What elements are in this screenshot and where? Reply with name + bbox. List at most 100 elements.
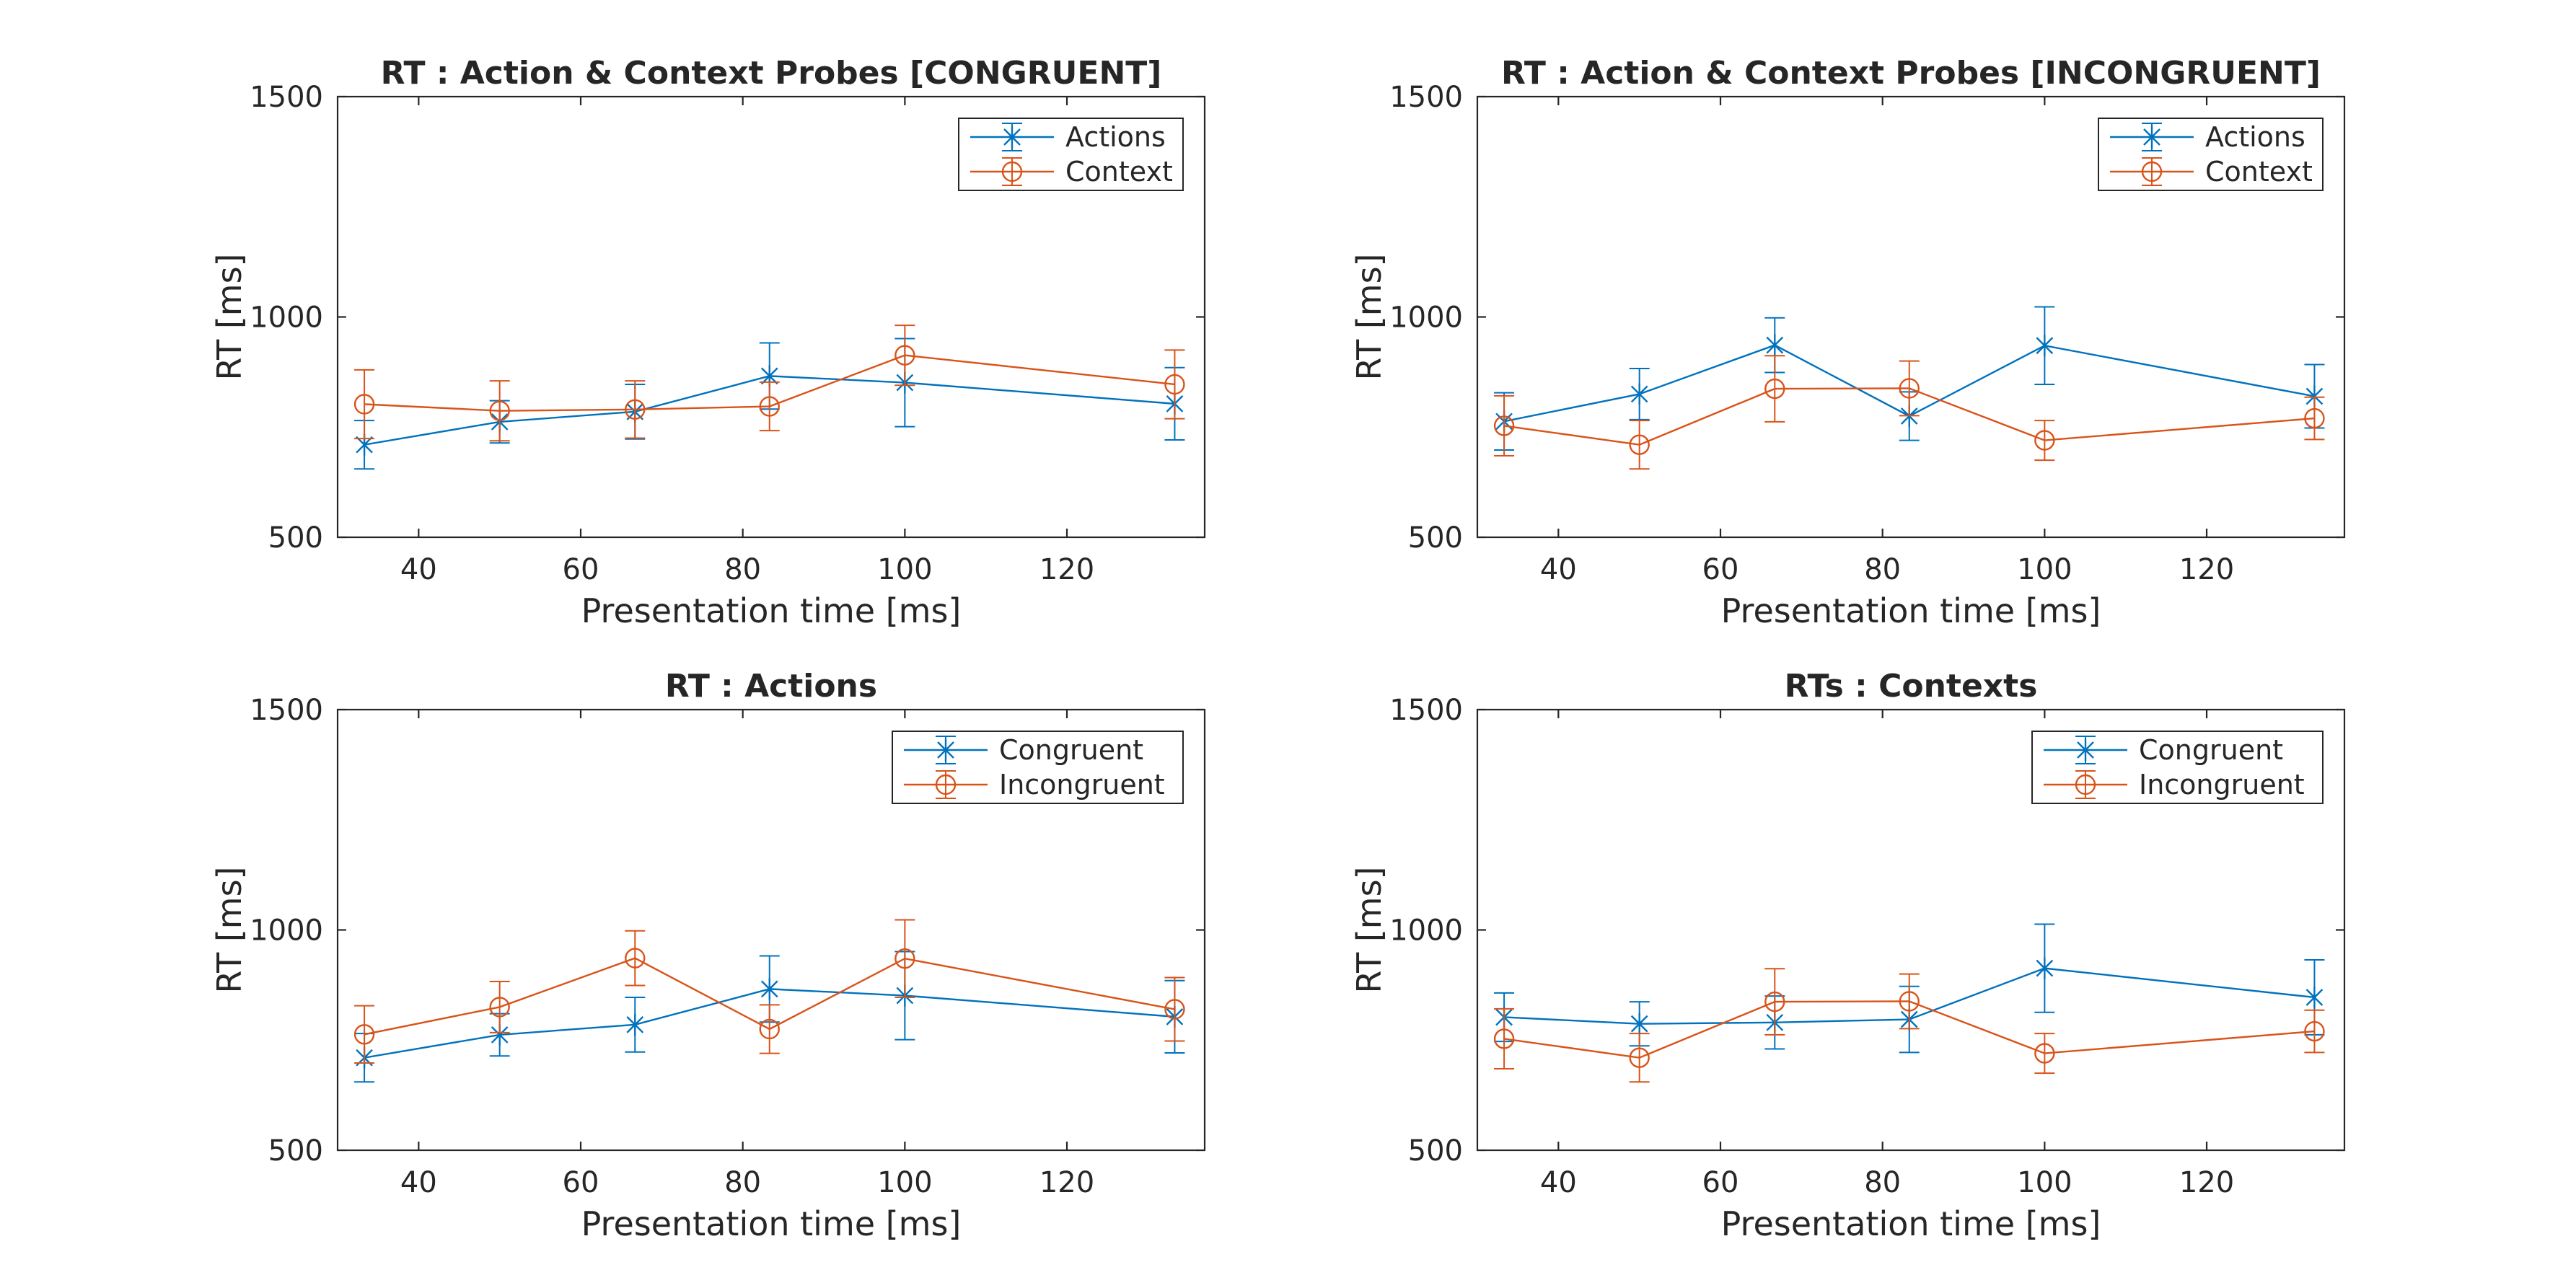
data-point bbox=[760, 978, 778, 1000]
x-tick-label: 60 bbox=[563, 1166, 599, 1199]
error-bar bbox=[2304, 396, 2325, 441]
series-actions bbox=[1494, 306, 2325, 451]
legend-marker bbox=[1003, 126, 1021, 148]
data-point bbox=[2305, 986, 2324, 1008]
legend-item: Actions bbox=[970, 121, 1166, 153]
y-tick-label: 1500 bbox=[250, 81, 323, 114]
data-point bbox=[353, 394, 375, 415]
data-point bbox=[894, 948, 915, 969]
x-axis-label: Presentation time [ms] bbox=[1721, 591, 2101, 630]
x-tick-label: 80 bbox=[724, 1166, 761, 1199]
series-line bbox=[364, 988, 1175, 1059]
x-tick-label: 60 bbox=[1702, 553, 1739, 586]
legend-item: Congruent bbox=[2044, 734, 2283, 766]
series-incongruent bbox=[1493, 968, 2325, 1083]
y-axis-label: RT [ms] bbox=[1350, 866, 1389, 993]
legend-marker bbox=[2075, 774, 2096, 795]
x-tick-label: 120 bbox=[1039, 553, 1094, 586]
series-context bbox=[353, 325, 1185, 442]
data-point bbox=[353, 1024, 375, 1045]
data-point bbox=[1766, 334, 1784, 356]
error-bar bbox=[1764, 355, 1785, 423]
x-tick-label: 80 bbox=[1864, 1166, 1901, 1199]
x-tick-label: 40 bbox=[400, 553, 437, 586]
chart-title: RT : Action & Context Probes [INCONGRUEN… bbox=[1501, 55, 2321, 92]
error-bar bbox=[1494, 1007, 1515, 1069]
legend-item: Actions bbox=[2110, 121, 2305, 153]
error-bar bbox=[759, 381, 780, 432]
series-context bbox=[1493, 355, 2325, 470]
x-tick-label: 100 bbox=[877, 553, 932, 586]
legend-box bbox=[892, 731, 1184, 804]
legend-label: Congruent bbox=[999, 734, 1143, 766]
series-line bbox=[1504, 967, 2315, 1025]
chart-title: RTs : Contexts bbox=[1785, 668, 2038, 705]
legend-item: Incongruent bbox=[904, 769, 1165, 800]
data-point bbox=[1899, 991, 1920, 1012]
x-tick-label: 60 bbox=[1702, 1166, 1739, 1199]
error-bar bbox=[1164, 349, 1185, 420]
legend-label: Context bbox=[2205, 156, 2313, 188]
data-point bbox=[2304, 407, 2325, 429]
legend-item: Context bbox=[970, 156, 1173, 188]
data-point bbox=[1629, 1047, 1650, 1068]
data-point bbox=[1493, 415, 1515, 436]
x-tick-label: 120 bbox=[2179, 1166, 2234, 1199]
legend-label: Actions bbox=[1065, 121, 1166, 153]
error-bar bbox=[625, 930, 646, 987]
y-axis-label: RT [ms] bbox=[1350, 253, 1389, 380]
data-point bbox=[1899, 378, 1920, 399]
legend-item: Congruent bbox=[904, 734, 1143, 766]
chart-panel-4: 40 60 80 100 120 500 1000 1500 RTs : Contexts Pre… bbox=[1350, 668, 2346, 1243]
error-bar bbox=[1764, 968, 1785, 1036]
y-tick-label: 500 bbox=[1408, 1134, 1463, 1168]
chart-panel-2: 40 60 80 100 120 500 1000 1500 RT : Action & Con… bbox=[1350, 55, 2346, 630]
data-point bbox=[1630, 383, 1648, 405]
x-tick-label: 60 bbox=[563, 553, 599, 586]
data-point bbox=[2034, 1043, 2055, 1064]
legend-marker bbox=[2143, 126, 2160, 148]
y-tick-label: 1500 bbox=[1389, 81, 1463, 114]
x-axis-label: Presentation time [ms] bbox=[581, 591, 962, 630]
x-tick-label: 120 bbox=[2179, 553, 2234, 586]
legend-box bbox=[2098, 118, 2324, 191]
y-tick-label: 500 bbox=[268, 521, 323, 555]
legend-marker bbox=[1001, 161, 1023, 182]
legend-label: Congruent bbox=[2139, 734, 2283, 766]
error-bar bbox=[1629, 1033, 1650, 1083]
x-tick-label: 100 bbox=[2017, 553, 2072, 586]
chart-title: RT : Actions bbox=[665, 668, 877, 705]
error-bar bbox=[759, 1004, 780, 1054]
legend-item: Incongruent bbox=[2044, 769, 2305, 800]
chart-panel-3: 40 60 80 100 120 500 1000 1500 RT : Actions Prese… bbox=[210, 668, 1206, 1243]
data-point bbox=[894, 345, 915, 366]
chart-title: RT : Action & Context Probes [CONGRUENT] bbox=[381, 55, 1162, 92]
data-point bbox=[625, 948, 646, 969]
legend-box bbox=[958, 118, 1184, 191]
data-point bbox=[2036, 335, 2054, 357]
error-bar bbox=[2034, 420, 2055, 462]
y-tick-label: 1000 bbox=[1389, 914, 1463, 948]
error-bar bbox=[625, 380, 646, 439]
y-axis-label: RT [ms] bbox=[210, 253, 249, 380]
error-bar bbox=[489, 380, 510, 442]
x-tick-label: 40 bbox=[1540, 1166, 1577, 1199]
x-tick-label: 40 bbox=[400, 1166, 437, 1199]
y-axis-label: RT [ms] bbox=[210, 866, 249, 993]
error-bar bbox=[894, 325, 915, 387]
x-tick-label: 120 bbox=[1039, 1166, 1094, 1199]
error-bar bbox=[2304, 1009, 2325, 1054]
error-bar bbox=[489, 980, 510, 1033]
data-point bbox=[1630, 1013, 1648, 1035]
legend-marker bbox=[937, 739, 954, 761]
y-tick-label: 1000 bbox=[250, 301, 323, 335]
y-tick-label: 1000 bbox=[1389, 301, 1463, 335]
data-point bbox=[1164, 999, 1185, 1020]
error-bar bbox=[354, 1005, 375, 1064]
data-point bbox=[759, 396, 780, 417]
x-tick-label: 80 bbox=[724, 553, 761, 586]
data-point bbox=[1764, 378, 1785, 400]
